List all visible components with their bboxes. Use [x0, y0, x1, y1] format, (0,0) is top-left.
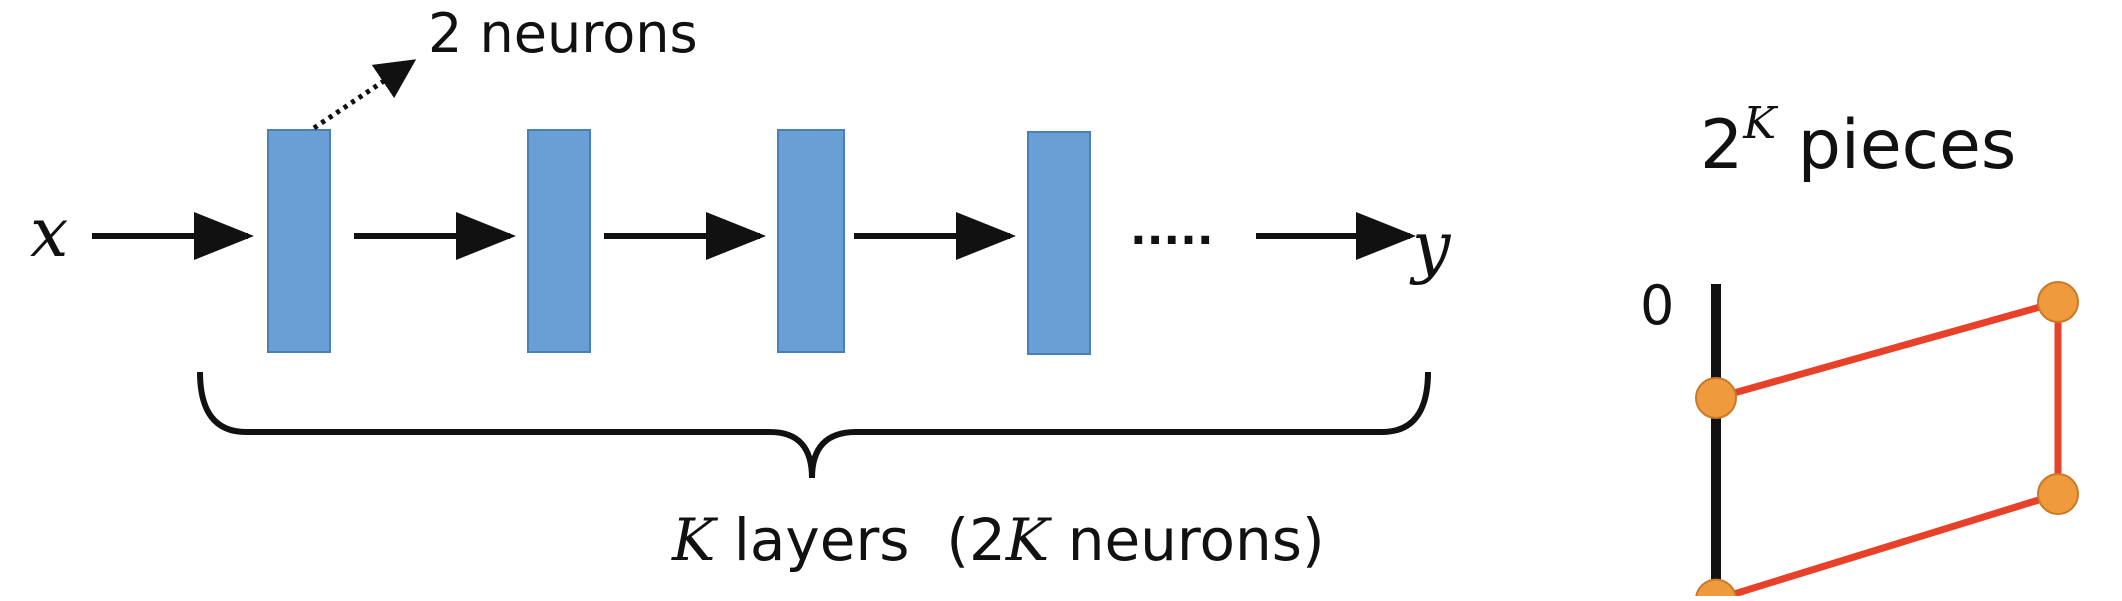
layers-text: layers (2: [715, 506, 1006, 574]
ellipsis: .....: [1130, 204, 1214, 255]
plot-title-base: 2: [1700, 106, 1743, 185]
axis-zero-label: 0: [1640, 274, 1674, 337]
annotation-arrow: [312, 59, 417, 131]
zigzag-segment-1: [1715, 298, 2059, 402]
k-layers-label: K layers (2K neurons): [671, 506, 1325, 574]
layer-box-4: [1027, 131, 1091, 355]
neurons-text: neurons): [1049, 506, 1324, 574]
zigzag-point-2: [2037, 281, 2079, 323]
k-symbol-2: K: [1005, 506, 1053, 574]
layers-brace: [197, 371, 1431, 479]
plot-title-rest: pieces: [1776, 106, 2016, 185]
plot-title: 2K pieces: [1700, 98, 2016, 185]
k-symbol: K: [671, 506, 719, 574]
zigzag-point-4: [1695, 578, 1737, 601]
output-variable-y: y: [1409, 208, 1452, 287]
input-variable-x: x: [30, 194, 68, 273]
zigzag-plot: [1695, 281, 2079, 601]
zigzag-point-3: [2037, 473, 2079, 515]
annotation-2-neurons: 2 neurons: [428, 2, 698, 65]
plot-title-exponent: K: [1742, 98, 1778, 149]
layer-box-1: [267, 129, 331, 353]
layer-box-2: [527, 129, 591, 353]
zigzag-point-1: [1695, 377, 1737, 419]
layer-box-3: [777, 129, 845, 353]
zigzag-segment-3: [1714, 490, 2060, 601]
